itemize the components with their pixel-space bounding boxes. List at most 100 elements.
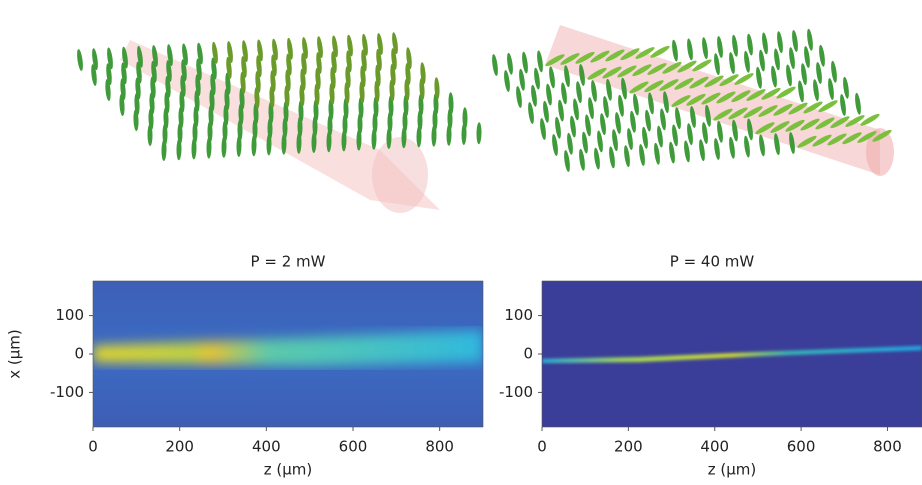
molecule [639, 144, 645, 166]
molecule [420, 62, 426, 85]
x-tick-label: 0 [537, 438, 547, 456]
molecule [122, 46, 128, 69]
x-tick-label: 800 [873, 438, 902, 456]
molecule [618, 94, 624, 117]
molecule [567, 132, 573, 155]
molecule [645, 109, 651, 132]
molecule [624, 145, 630, 168]
illustration [77, 25, 894, 213]
molecule [91, 64, 97, 86]
molecule [605, 49, 625, 62]
x-tick-label: 800 [425, 438, 454, 456]
molecule [606, 78, 612, 101]
molecule [546, 83, 552, 106]
molecule [770, 121, 790, 133]
molecule [92, 48, 98, 71]
molecule [771, 65, 777, 88]
molecule [743, 106, 763, 119]
molecule [642, 126, 648, 149]
molecule [872, 129, 892, 142]
molecule [587, 67, 607, 80]
molecule [719, 74, 739, 87]
molecule [816, 62, 822, 84]
molecule [504, 70, 510, 92]
molecule [716, 91, 736, 104]
y-tick-label: -100 [499, 383, 533, 401]
molecule [579, 64, 585, 86]
molecule [271, 54, 277, 77]
molecule [686, 93, 706, 106]
molecule [635, 47, 655, 59]
molecule [376, 48, 382, 71]
molecule [615, 112, 621, 134]
molecule [729, 136, 735, 159]
molecule [561, 82, 567, 105]
molecule [77, 49, 83, 71]
molecule [392, 32, 398, 55]
molecule [531, 84, 537, 107]
molecule [181, 59, 187, 82]
molecule [803, 101, 823, 114]
x-tick-label: 0 [88, 438, 98, 456]
molecule [106, 63, 112, 86]
molecule [516, 86, 522, 108]
molecule [654, 142, 660, 165]
molecule [702, 37, 708, 60]
molecule [830, 116, 850, 129]
beam-cone [372, 137, 428, 213]
molecule [845, 115, 865, 127]
molecule [732, 119, 738, 142]
molecule [585, 114, 591, 137]
molecule [800, 118, 820, 131]
molecule [590, 50, 610, 63]
molecule [812, 134, 832, 147]
molecule [704, 75, 724, 88]
molecule [729, 52, 735, 74]
molecule [672, 39, 678, 62]
molecule [448, 92, 454, 115]
molecule [560, 53, 580, 65]
molecule [620, 48, 640, 61]
molecule [552, 134, 558, 156]
molecule [226, 56, 232, 79]
molecule [657, 125, 663, 148]
molecule [582, 131, 588, 154]
molecule [663, 91, 669, 114]
molecule [564, 65, 570, 88]
molecule [773, 103, 793, 116]
molecule [121, 62, 127, 85]
molecule [717, 36, 723, 58]
molecule [687, 38, 693, 61]
molecule [692, 59, 712, 72]
molecule [732, 34, 738, 57]
molecule [785, 119, 805, 132]
molecule [332, 35, 338, 58]
molecule [558, 99, 564, 122]
molecule [728, 107, 748, 120]
molecule [286, 53, 292, 76]
molecule [632, 64, 652, 77]
y-axis-label: x (μm) [6, 329, 24, 379]
molecule [549, 66, 555, 89]
molecule [744, 50, 750, 73]
molecule [331, 51, 337, 74]
molecule [630, 110, 636, 133]
molecule [362, 33, 368, 56]
molecule [462, 107, 468, 130]
molecule [731, 90, 751, 103]
molecule [831, 60, 837, 83]
molecule [573, 98, 579, 121]
molecule [758, 105, 778, 117]
molecule [545, 54, 565, 67]
molecule [167, 44, 173, 67]
molecule [602, 66, 622, 79]
y-tick-label: -100 [50, 383, 84, 401]
y-tick-label: 100 [55, 306, 84, 324]
molecule [717, 120, 723, 143]
x-tick-label: 200 [165, 438, 194, 456]
molecule [600, 113, 606, 136]
molecule [476, 122, 482, 145]
molecule [534, 67, 540, 90]
molecule [776, 86, 796, 99]
